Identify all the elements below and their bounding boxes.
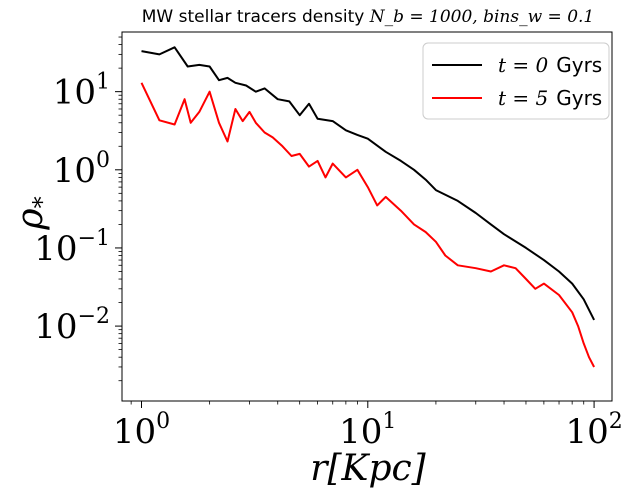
axes-frame (121, 31, 613, 402)
legend-box (422, 42, 610, 120)
x-tick-label: 100 (113, 409, 170, 452)
legend: t = 0 Gyrs t = 5 Gyrs (422, 42, 610, 120)
y-tick-label: 10−2 (34, 304, 110, 347)
y-axis-label: ρ* (10, 196, 56, 230)
title-math: N_b = 1000, bins_w = 0.1 (369, 7, 595, 27)
legend-label-1: t = 5 Gyrs (498, 86, 602, 110)
y-axis-label-symbol: ρ (10, 208, 51, 230)
x-tick-label: 102 (565, 409, 622, 452)
y-tick-label: 100 (53, 148, 110, 191)
series-layer (140, 46, 595, 368)
y-tick-label: 101 (53, 70, 110, 113)
chart-title: MW stellar tracers density N_b = 1000, b… (142, 7, 595, 27)
legend-label-0: t = 0 Gyrs (498, 53, 602, 77)
x-tick-label: 101 (339, 409, 396, 452)
y-tick-label: 10−1 (34, 226, 110, 269)
series-line-0 (141, 46, 595, 321)
series-line-1 (140, 82, 595, 368)
title-text: MW stellar tracers density (142, 7, 370, 27)
y-axis-label-subscript: * (28, 196, 56, 208)
x-axis-label: r[Kpc] (310, 448, 426, 489)
ticks-layer: 100 101 102 10−2 10−1 100 101 (34, 36, 623, 452)
